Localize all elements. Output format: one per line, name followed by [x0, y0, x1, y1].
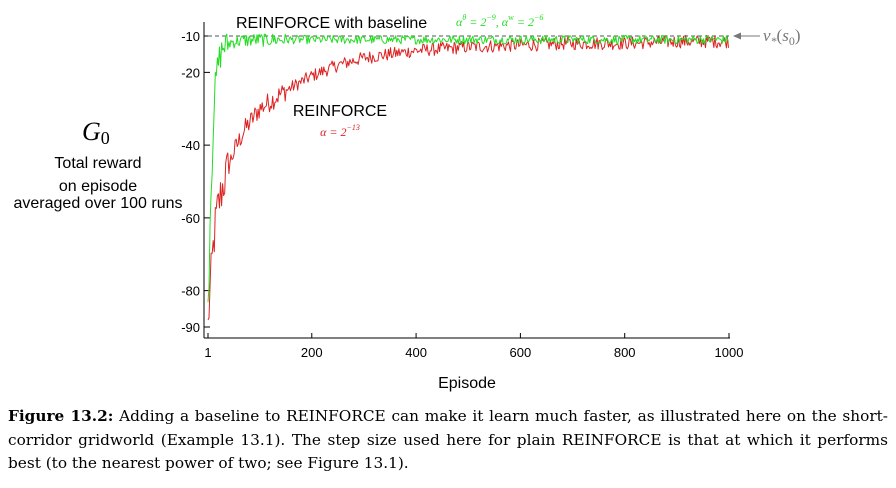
y-tick-label: -60	[181, 211, 200, 226]
reinforce-series-name: REINFORCE	[293, 103, 387, 120]
x-tick-label: 600	[510, 345, 532, 360]
reinforce-series-line	[207, 34, 729, 321]
y-axis-label-line2: on episode	[59, 178, 137, 195]
y-axis-symbol: G0	[82, 117, 110, 148]
optimal-value-annotation: v*(s0)	[733, 26, 801, 48]
y-ticks: -10 -20 -40 -60 -80 -90	[181, 29, 210, 335]
y-tick-label: -90	[181, 320, 200, 335]
caption-text: Adding a baseline to REINFORCE can make …	[8, 407, 888, 472]
optimal-value-label: v*(s0)	[763, 26, 801, 48]
x-tick-label: 400	[405, 345, 427, 360]
x-tick-label: 1000	[715, 345, 744, 360]
caption-label: Figure 13.2:	[8, 407, 114, 425]
y-tick-label: -10	[181, 29, 200, 44]
baseline-series-name: REINFORCE with baseline	[236, 15, 427, 32]
y-axis-title: G0 Total reward on episode averaged over…	[14, 117, 183, 212]
baseline-series-label: REINFORCE with baseline αθ = 2−9, αw = 2…	[236, 13, 543, 32]
reinforce-series-params: α = 2−13	[320, 123, 360, 139]
baseline-series-params: αθ = 2−9, αw = 2−6	[456, 13, 543, 29]
x-ticks: 1 200 400 600 800 1000	[204, 333, 743, 360]
x-tick-label: 1	[204, 345, 211, 360]
figure-caption: Figure 13.2: Adding a baseline to REINFO…	[8, 405, 888, 476]
reinforce-series-label: REINFORCE α = 2−13	[293, 103, 387, 139]
x-tick-label: 800	[614, 345, 636, 360]
series-layer	[207, 33, 729, 321]
x-axis-title: Episode	[438, 375, 496, 392]
y-axis-note: averaged over 100 runs	[14, 195, 183, 212]
arrow-head-icon	[733, 32, 741, 40]
y-tick-label: -20	[181, 65, 200, 80]
y-tick-label: -40	[181, 138, 200, 153]
baseline-series-line	[207, 33, 729, 303]
learning-curve-chart: G0 Total reward on episode averaged over…	[14, 13, 801, 392]
y-tick-label: -80	[181, 284, 200, 299]
y-axis-label-line1: Total reward	[54, 155, 141, 172]
x-tick-label: 200	[301, 345, 323, 360]
